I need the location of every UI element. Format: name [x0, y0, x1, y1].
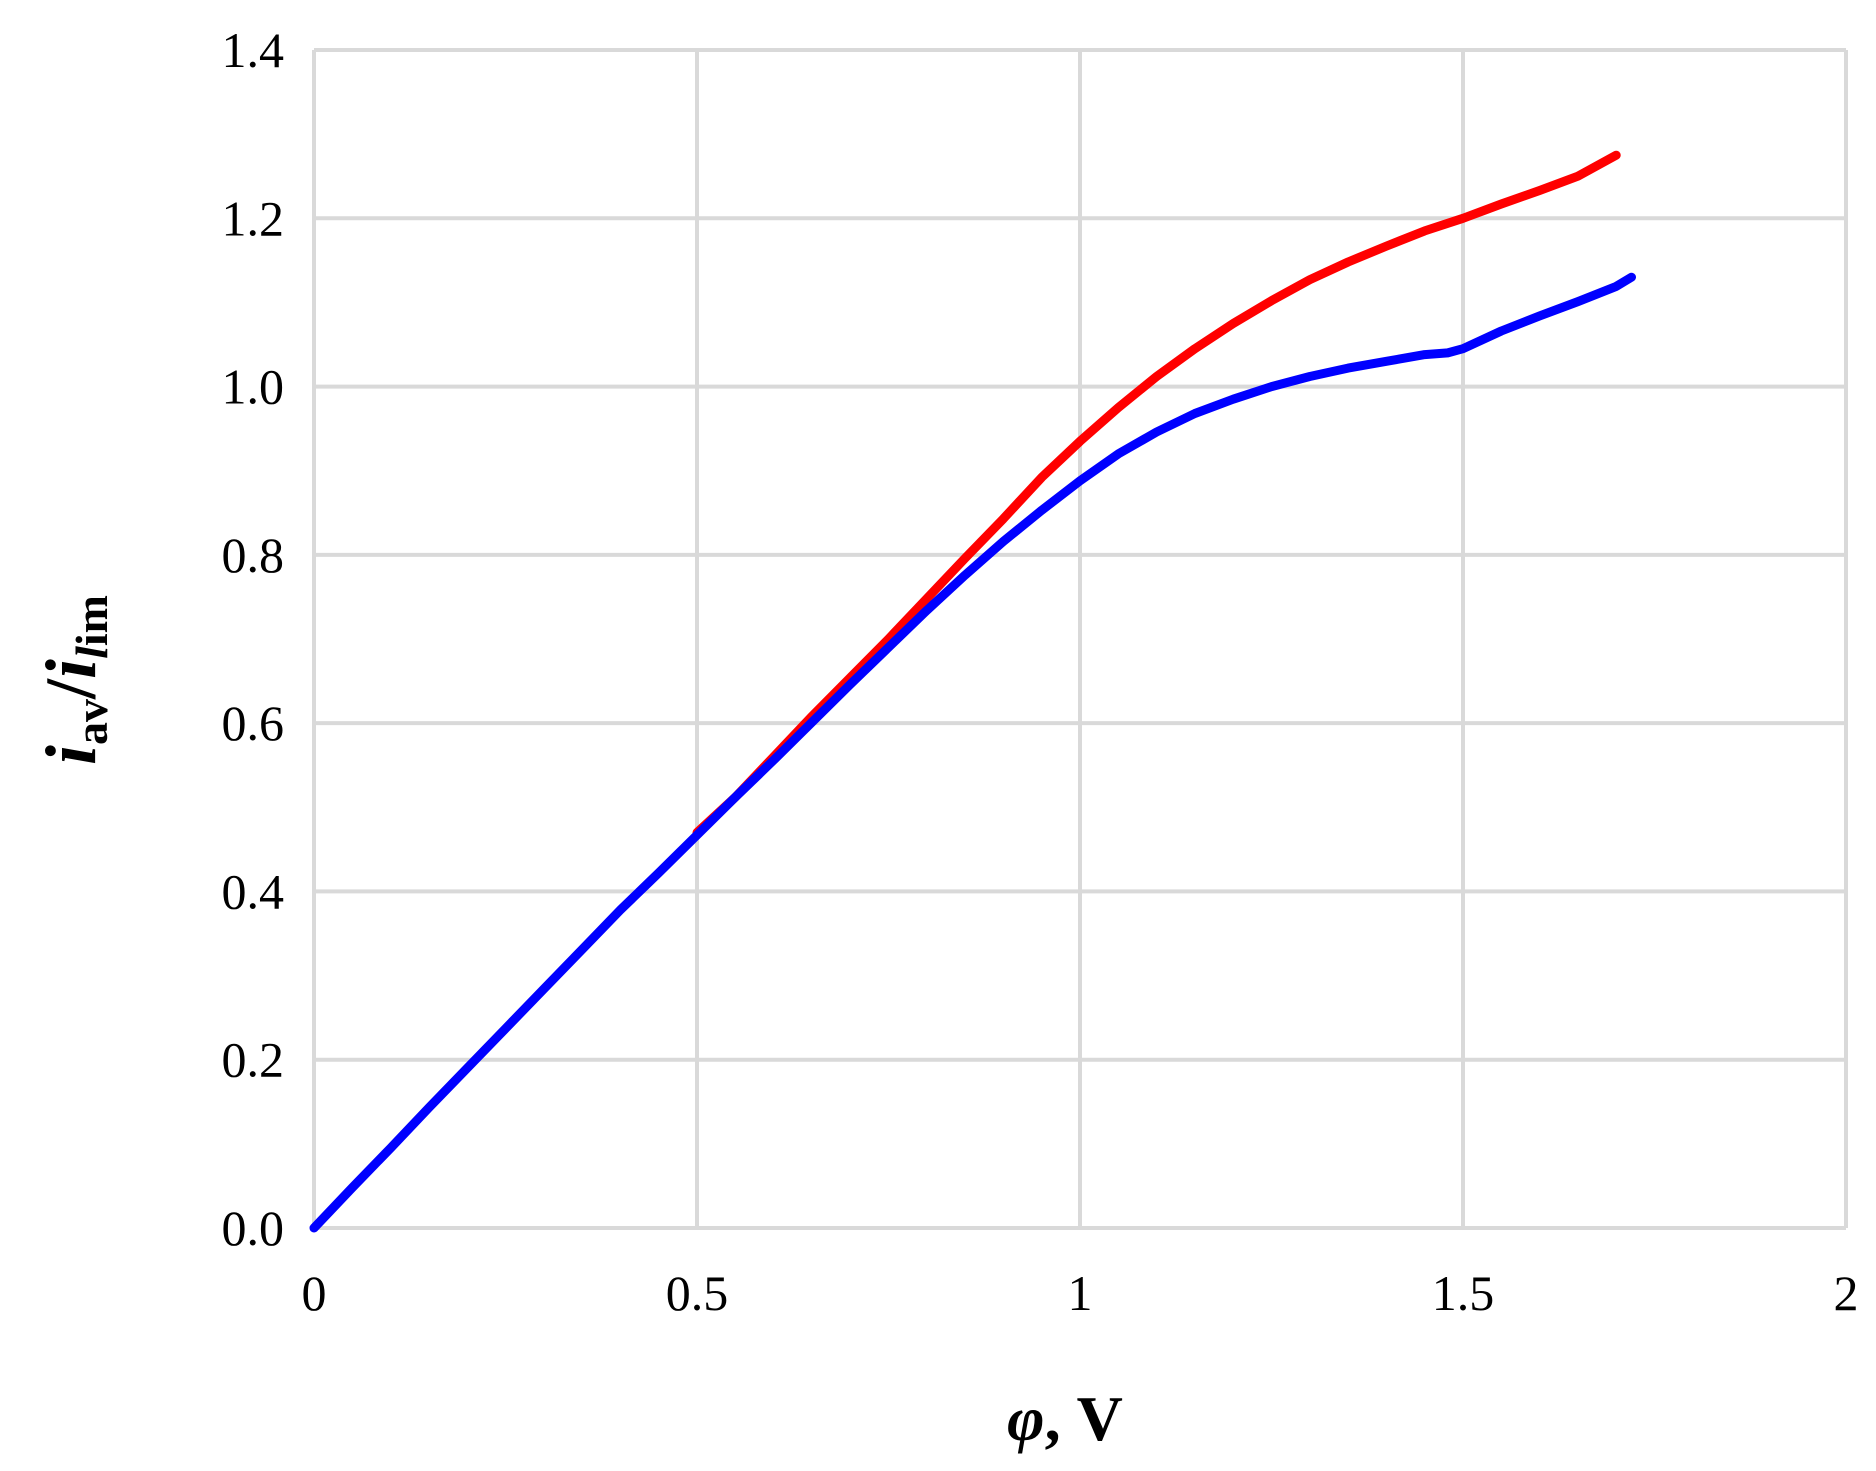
- y-tick-label: 1.2: [222, 190, 285, 246]
- y-tick-label: 0.8: [222, 527, 285, 583]
- grid: [312, 48, 1848, 1230]
- x-tick-label: 0: [302, 1265, 327, 1321]
- y-axis-main-2: i: [31, 659, 111, 679]
- y-axis-main-1: i: [31, 745, 111, 765]
- y-tick-label: 0.4: [222, 863, 285, 919]
- y-tick-labels: 0.0 0.2 0.4 0.6 0.8 1.0 1.2 1.4: [222, 22, 285, 1256]
- y-axis-sub-1: av: [66, 699, 117, 745]
- x-axis-unit: , V: [1045, 1383, 1123, 1454]
- series-layer: [309, 150, 1636, 1233]
- x-tick-label: 2: [1834, 1265, 1859, 1321]
- x-tick-label: 1.5: [1432, 1265, 1495, 1321]
- y-axis-sub-2-italic: l: [66, 646, 117, 659]
- x-tick-labels: 0 0.5 1 1.5 2: [302, 1265, 1859, 1321]
- y-tick-label: 1.0: [222, 359, 285, 415]
- y-tick-label: 0.6: [222, 695, 285, 751]
- series-line-2: [309, 272, 1636, 1233]
- x-tick-label: 1: [1068, 1265, 1093, 1321]
- y-tick-label: 0.2: [222, 1032, 285, 1088]
- x-axis-symbol: φ: [1007, 1383, 1044, 1454]
- y-tick-label: 1.4: [222, 22, 285, 78]
- x-tick-label: 0.5: [666, 1265, 729, 1321]
- y-axis-slash: /: [31, 678, 111, 700]
- y-tick-label: 0.0: [222, 1200, 285, 1256]
- series-line-1: [692, 150, 1621, 837]
- y-axis-title: iav/ilim: [31, 595, 117, 765]
- x-axis-title: φ, V: [1007, 1383, 1123, 1454]
- y-axis-sub-2-rest: im: [66, 595, 117, 646]
